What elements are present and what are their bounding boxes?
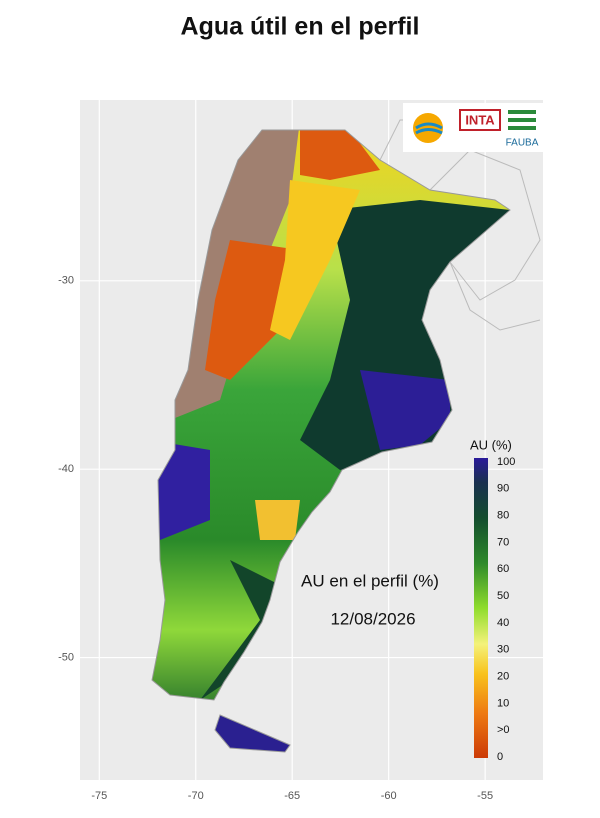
x-tick-label: -60 [381, 790, 397, 802]
title: Agua útil en el perfil [181, 13, 420, 41]
y-tick-label: -50 [58, 651, 74, 663]
legend-label: 80 [497, 510, 509, 522]
color-bar [474, 458, 488, 758]
fauba-text: FAUBA [506, 138, 539, 149]
y-tick-label: -40 [58, 463, 74, 475]
x-tick-label: -70 [188, 790, 204, 802]
legend-label: 70 [497, 536, 509, 548]
date: 12/08/2026 [330, 609, 415, 628]
legend-label: 0 [497, 751, 503, 763]
legend-label: 20 [497, 670, 509, 682]
inta-logo [459, 109, 501, 131]
fauba-logo [508, 110, 536, 130]
legend-label: 60 [497, 563, 509, 575]
legend-label: 40 [497, 617, 509, 629]
tierra-del-fuego [214, 714, 291, 753]
y-tick-label: -30 [58, 275, 74, 287]
legend-labels: 100 90 80 70 60 50 40 30 20 10 >0 0 [497, 456, 515, 763]
x-tick-label: -55 [477, 790, 493, 802]
legend-title: AU (%) [470, 437, 512, 452]
annotation: AU en el perfil (%) [301, 571, 439, 590]
logo-waves [415, 122, 443, 135]
inta-text: INTA [465, 112, 495, 127]
legend-label: 30 [497, 644, 509, 656]
legend-label: >0 [497, 724, 510, 736]
x-tick-label: -75 [91, 790, 107, 802]
legend-label: 50 [497, 590, 509, 602]
legend-label: 100 [497, 456, 515, 468]
x-tick-label: -65 [284, 790, 300, 802]
legend-label: 10 [497, 697, 509, 709]
legend-label: 90 [497, 483, 509, 495]
